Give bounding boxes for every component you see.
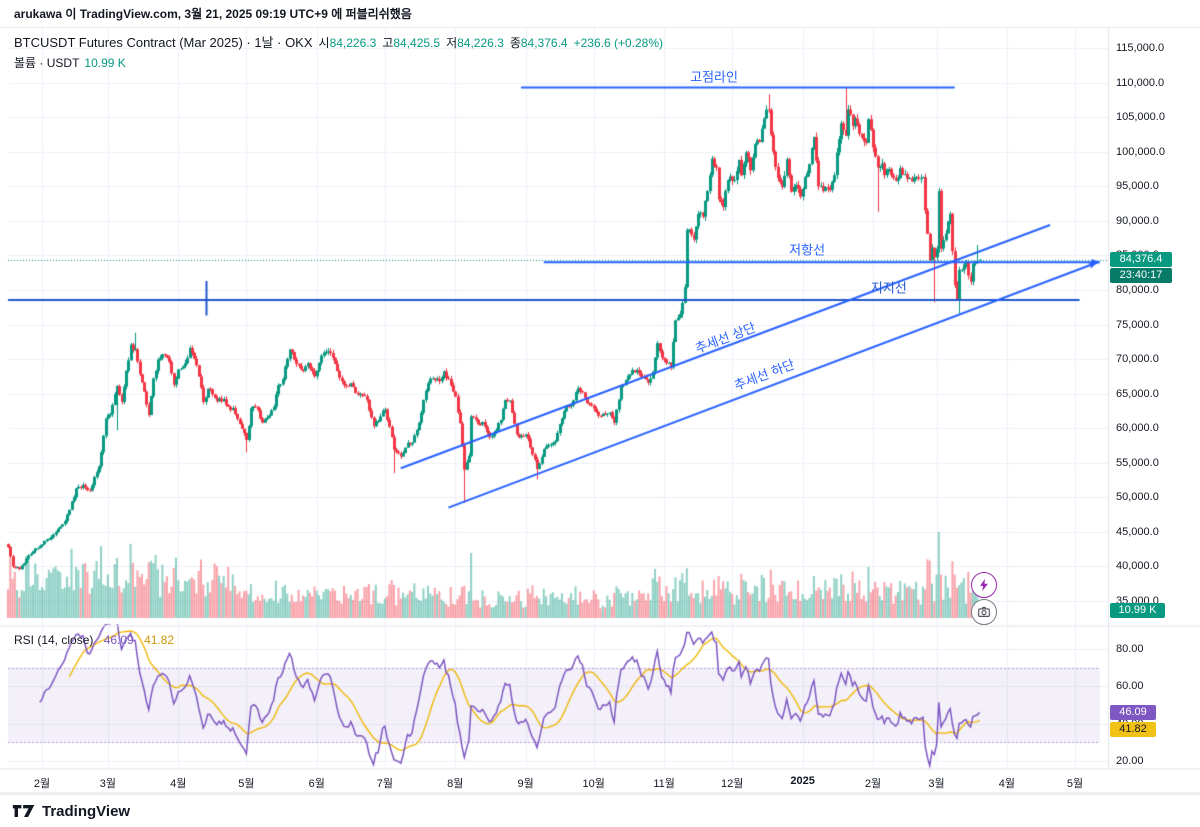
footer-bar: TradingView — [0, 794, 1200, 827]
last-price-badge: 84,376.4 — [1110, 252, 1172, 267]
rsi-ma-value: 41.82 — [144, 633, 175, 647]
low-label: 저 — [446, 36, 458, 50]
chart-legend: BTCUSDT Futures Contract (Mar 2025) · 1날… — [14, 32, 663, 71]
snapshot-button[interactable] — [971, 599, 997, 625]
tradingview-logo-text: TradingView — [42, 802, 131, 820]
volume-legend-label[interactable]: 볼륨 · USDT — [14, 56, 80, 70]
annotation-label-high-line[interactable]: 고점라인 — [690, 69, 738, 85]
annotation-label-resistance-line[interactable]: 저항선 — [789, 242, 826, 258]
boost-button[interactable] — [971, 572, 997, 598]
rsi-value-badge: 46.09 — [1110, 705, 1156, 720]
low-value: 84,226.3 — [457, 36, 504, 50]
open-value: 84,226.3 — [329, 36, 377, 50]
change-value: +236.6 (+0.28%) — [573, 36, 663, 50]
camera-icon — [978, 606, 990, 617]
publish-text: arukawa 이 TradingView.com, 3월 21, 2025 0… — [14, 7, 412, 21]
rsi-title[interactable]: RSI (14, close) — [14, 633, 94, 647]
countdown-badge: 23:40:17 — [1110, 268, 1172, 283]
high-label: 고 — [382, 36, 394, 50]
lightning-icon — [980, 578, 988, 592]
open-label: 시 — [318, 36, 330, 50]
close-value: 84,376.4 — [520, 36, 568, 50]
publish-bar: arukawa 이 TradingView.com, 3월 21, 2025 0… — [0, 0, 1200, 28]
volume-legend-value: 10.99 K — [84, 56, 126, 70]
close-label: 종 — [509, 36, 521, 50]
high-value: 84,425.5 — [393, 36, 441, 50]
annotation-label-support-line[interactable]: 지지선 — [870, 280, 907, 296]
volume-badge: 10.99 K — [1110, 603, 1165, 618]
rsi-legend: RSI (14, close) 46.09 41.82 — [14, 633, 174, 647]
rsi-ma-value-badge: 41.82 — [1110, 722, 1156, 737]
rsi-value: 46.09 — [103, 633, 134, 647]
symbol-title[interactable]: BTCUSDT Futures Contract (Mar 2025) · 1날… — [14, 35, 313, 50]
tradingview-logo[interactable]: TradingView — [12, 803, 130, 820]
tradingview-logo-icon — [12, 805, 35, 817]
